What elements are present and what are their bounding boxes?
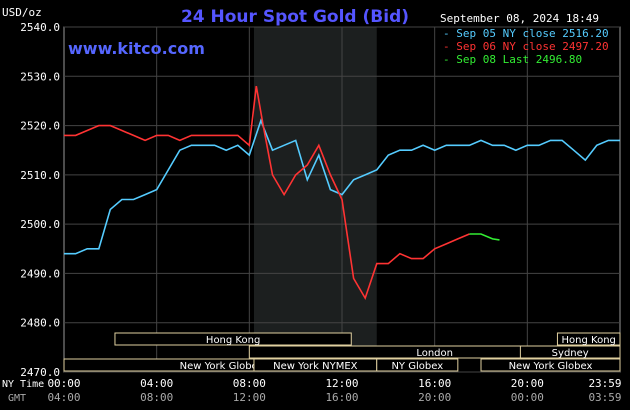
session-label: NY Globex	[391, 361, 443, 372]
nymex-shade	[253, 27, 377, 372]
session-bar	[480, 358, 621, 372]
legend-entry-1: - Sep 05 NY close 2516.20	[443, 27, 609, 40]
y-tick-label: 2470.0	[20, 366, 60, 379]
session-label: Hong Kong	[562, 335, 616, 346]
legend-entry-2: - Sep 06 NY close 2497.20	[443, 40, 609, 53]
series-line-1	[64, 118, 620, 255]
session-label: New York Globex	[180, 361, 264, 372]
x-tick-label-gmt: 08:00	[140, 391, 173, 404]
x-tick-label-ny: 08:00	[233, 377, 266, 390]
x-label-gmt: GMT	[8, 393, 26, 404]
x-tick-label-ny: 00:00	[47, 377, 80, 390]
y-unit-label: USD/oz	[2, 6, 42, 19]
x-tick-label-ny: 20:00	[511, 377, 544, 390]
session-label: Hong Kong	[206, 335, 260, 346]
x-tick-label-gmt: 03:59	[588, 391, 621, 404]
y-tick-label: 2480.0	[20, 317, 60, 330]
series-line-2	[64, 85, 470, 301]
x-tick-label-ny: 04:00	[140, 377, 173, 390]
session-bar	[376, 358, 459, 372]
session-bar	[519, 345, 621, 359]
x-tick-label-gmt: 00:00	[511, 391, 544, 404]
series-line-3	[469, 233, 500, 241]
timestamp-label: September 08, 2024 18:49	[440, 12, 599, 25]
y-tick-label: 2490.0	[20, 267, 60, 280]
session-label: London	[416, 348, 453, 359]
session-bar	[114, 332, 352, 346]
y-tick-label: 2530.0	[20, 70, 60, 83]
session-label: New York Globex	[509, 361, 593, 372]
watermark-text: www.kitco.com	[68, 39, 205, 58]
y-tick-label: 2510.0	[20, 169, 60, 182]
session-label: Sydney	[552, 348, 589, 359]
y-tick-label: 2520.0	[20, 120, 60, 133]
x-tick-label-gmt: 12:00	[233, 391, 266, 404]
x-tick-label-gmt: 04:00	[47, 391, 80, 404]
session-label: New York NYMEX	[273, 361, 358, 372]
x-tick-label-gmt: 16:00	[325, 391, 358, 404]
x-tick-label-gmt: 20:00	[418, 391, 451, 404]
session-bar	[556, 332, 621, 346]
x-tick-label-ny: 16:00	[418, 377, 451, 390]
x-tick-label-ny: 12:00	[325, 377, 358, 390]
chart-title: 24 Hour Spot Gold (Bid)	[181, 7, 409, 27]
y-tick-label: 2540.0	[20, 21, 60, 34]
x-label-ny: NY Time	[2, 379, 44, 390]
x-tick-label-ny: 23:59	[588, 377, 621, 390]
legend-entry-3: - Sep 08 Last 2496.80	[443, 53, 582, 66]
y-tick-label: 2500.0	[20, 218, 60, 231]
